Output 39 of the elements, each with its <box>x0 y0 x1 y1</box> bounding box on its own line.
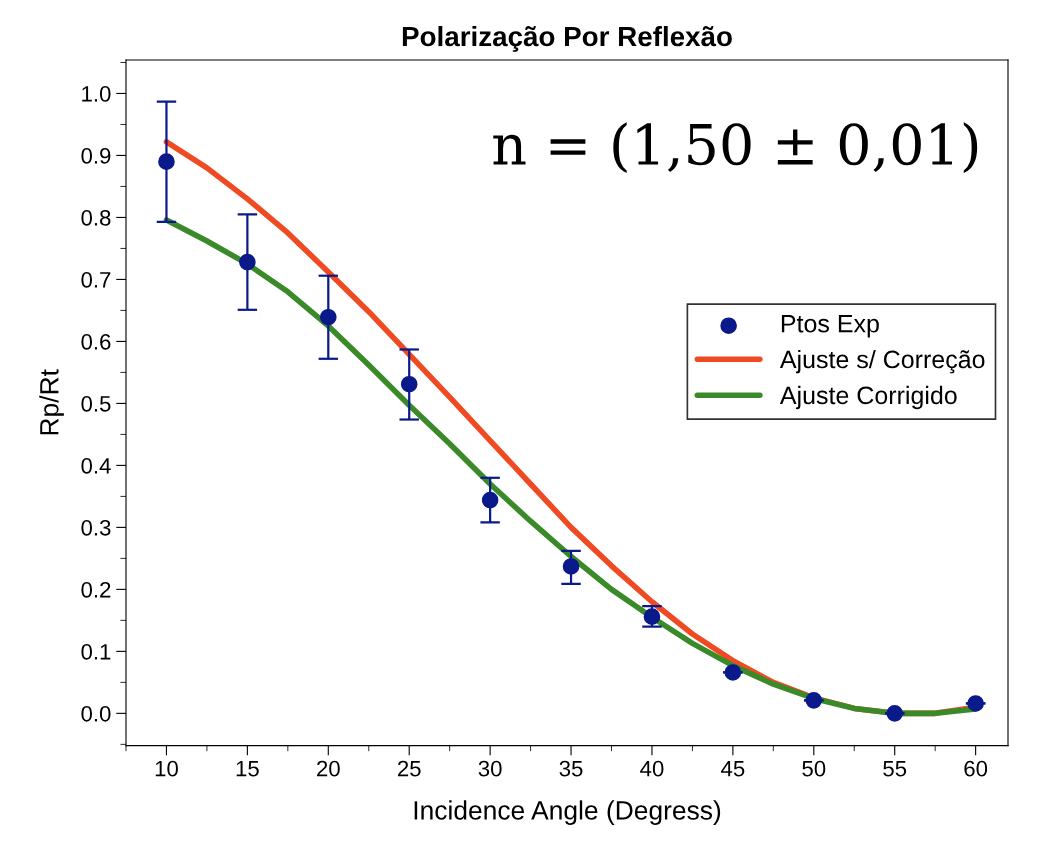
y-axis-title: Rp/Rt <box>39 369 64 435</box>
legend-label: Ajuste s/ Correção <box>779 349 985 374</box>
x-tick-label: 50 <box>802 760 826 777</box>
point <box>724 664 742 681</box>
x-tick-label: 40 <box>640 760 664 777</box>
y-tick-label: 0.1 <box>81 643 111 660</box>
legend-label: Ajuste Corrigido <box>779 385 957 410</box>
x-tick-label: 20 <box>317 760 340 777</box>
y-tick-label: 0.5 <box>81 395 111 412</box>
y-tick-label: 0.4 <box>81 457 111 474</box>
x-tick-label: 55 <box>883 760 907 777</box>
y-tick-label: 0.8 <box>81 209 111 226</box>
point <box>967 695 984 712</box>
y-tick-label: 0.3 <box>81 519 111 536</box>
x-tick-label: 25 <box>397 760 421 777</box>
point <box>239 253 256 271</box>
point <box>562 558 580 575</box>
chart-title: Polarização Por Reflexão <box>402 25 732 52</box>
x-axis-title: Incidence Angle (Degress) <box>414 800 721 825</box>
y-tick-label: 0.6 <box>81 333 111 350</box>
point <box>886 705 904 722</box>
y-tick-label: 1.0 <box>82 86 111 102</box>
point <box>158 153 175 170</box>
y-tick-label: 0.2 <box>81 581 111 598</box>
point <box>805 692 823 709</box>
x-tick-label: 10 <box>155 760 178 777</box>
y-tick-label: 0.9 <box>81 147 111 164</box>
x-tick-label: 60 <box>964 760 988 777</box>
x-tick-label: 15 <box>236 760 259 777</box>
point <box>481 491 499 509</box>
y-tick-label: 0.7 <box>81 271 111 288</box>
point <box>319 308 337 326</box>
legend-label: Ptos Exp <box>781 315 879 338</box>
x-tick-label: 30 <box>478 760 502 777</box>
x-tick-label: 35 <box>559 760 583 777</box>
y-tick-label: 0.0 <box>81 705 111 722</box>
point <box>400 375 418 393</box>
x-tick-label: 45 <box>721 760 745 777</box>
annotation: n = (1,50 ± 0,01) <box>493 122 978 174</box>
